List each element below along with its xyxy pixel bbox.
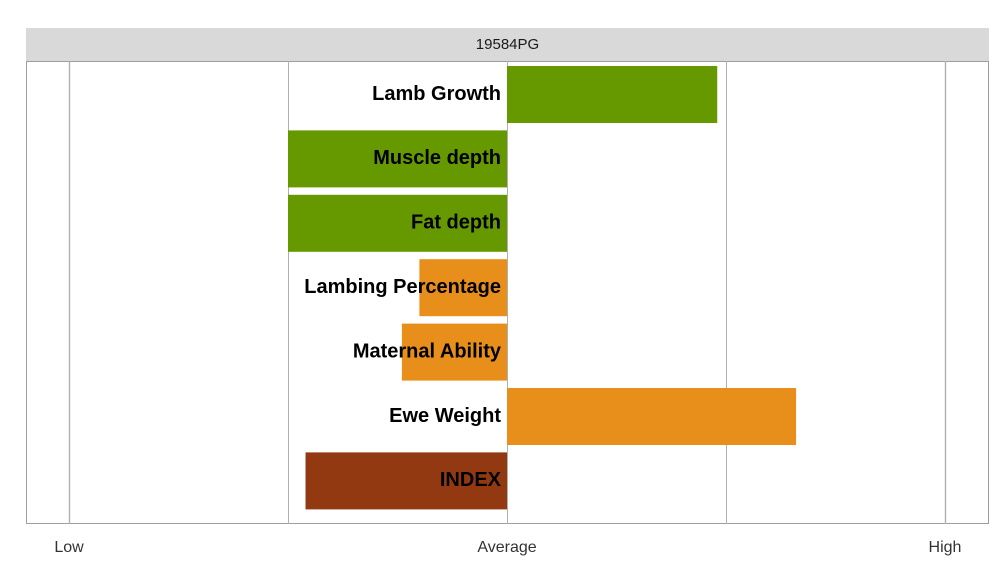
bar-maternal-ability [401,323,507,381]
category-label: Lambing Percentage [304,276,501,298]
category-label: Maternal Ability [353,340,502,362]
category-label: INDEX [440,469,502,491]
x-tick-label: Average [477,539,536,556]
category-label: Lamb Growth [372,83,501,105]
x-tick-label: High [929,539,962,556]
category-label: Ewe Weight [389,405,501,427]
bar-index [305,452,507,510]
bar-ewe-weight [507,388,797,445]
bar-fat-depth [288,194,507,252]
bar-muscle-depth [288,130,507,188]
bar-lambing-percentage [419,259,507,317]
bar-lamb-growth [507,66,718,123]
chart-title-strip: 19584PG [26,28,989,61]
chart-title: 19584PG [475,36,540,53]
x-tick-label: Low [54,539,84,556]
category-label: Fat depth [411,212,501,234]
category-label: Muscle depth [373,147,501,169]
